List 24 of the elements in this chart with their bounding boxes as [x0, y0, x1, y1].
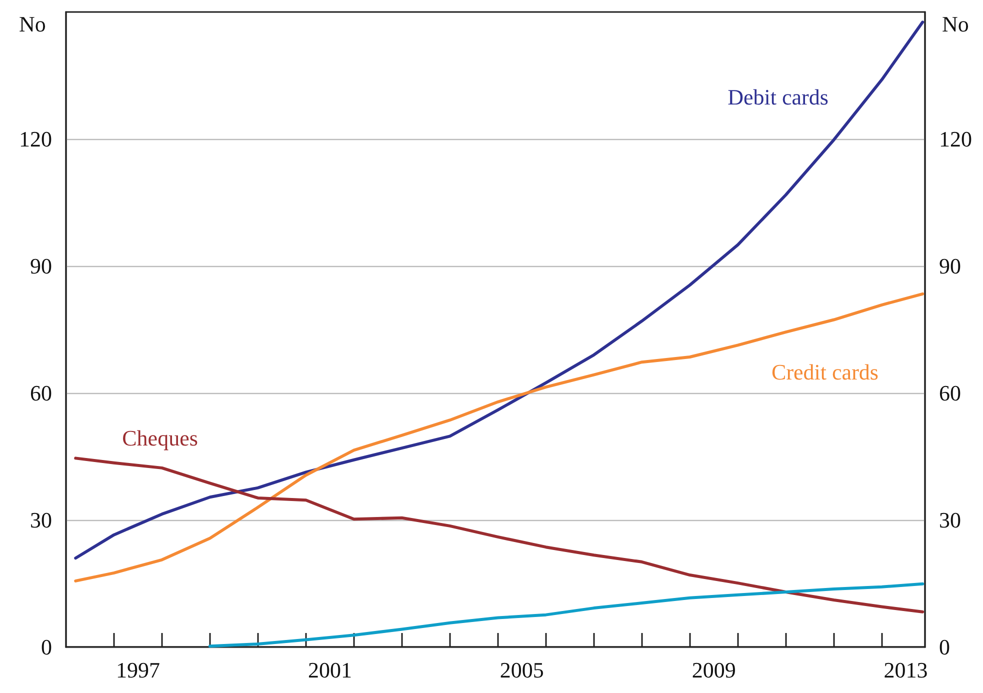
y-axis-title: No — [19, 12, 46, 36]
y2-tick-label: 0 — [939, 634, 950, 660]
y-tick-label: 30 — [30, 508, 52, 532]
x-tick-label: 2005 — [500, 658, 544, 682]
x-tick-label: 1997 — [116, 658, 160, 682]
y-tick-label: 120 — [19, 126, 52, 152]
y2-tick-label: 60 — [939, 380, 961, 406]
x-tick-label: 2013 — [884, 658, 928, 682]
y2-axis-title: No — [942, 12, 969, 36]
series-label: Cheques — [122, 426, 198, 450]
x-tick-label: 2001 — [308, 658, 352, 682]
y-tick-label: 90 — [30, 254, 52, 278]
y2-tick-label: 120 — [939, 126, 972, 152]
series-label: Credit cards — [772, 360, 878, 384]
line-series — [74, 20, 924, 560]
line-series — [74, 292, 924, 582]
line-series — [74, 456, 924, 614]
line-series — [208, 582, 924, 648]
y2-tick-label: 90 — [939, 254, 961, 278]
x-tick-label: 2009 — [692, 658, 736, 682]
y2-tick-label: 30 — [939, 508, 961, 532]
y-tick-label: 60 — [30, 380, 52, 406]
series-label: Debit cards — [728, 84, 828, 110]
y-tick-label: 0 — [41, 634, 52, 660]
